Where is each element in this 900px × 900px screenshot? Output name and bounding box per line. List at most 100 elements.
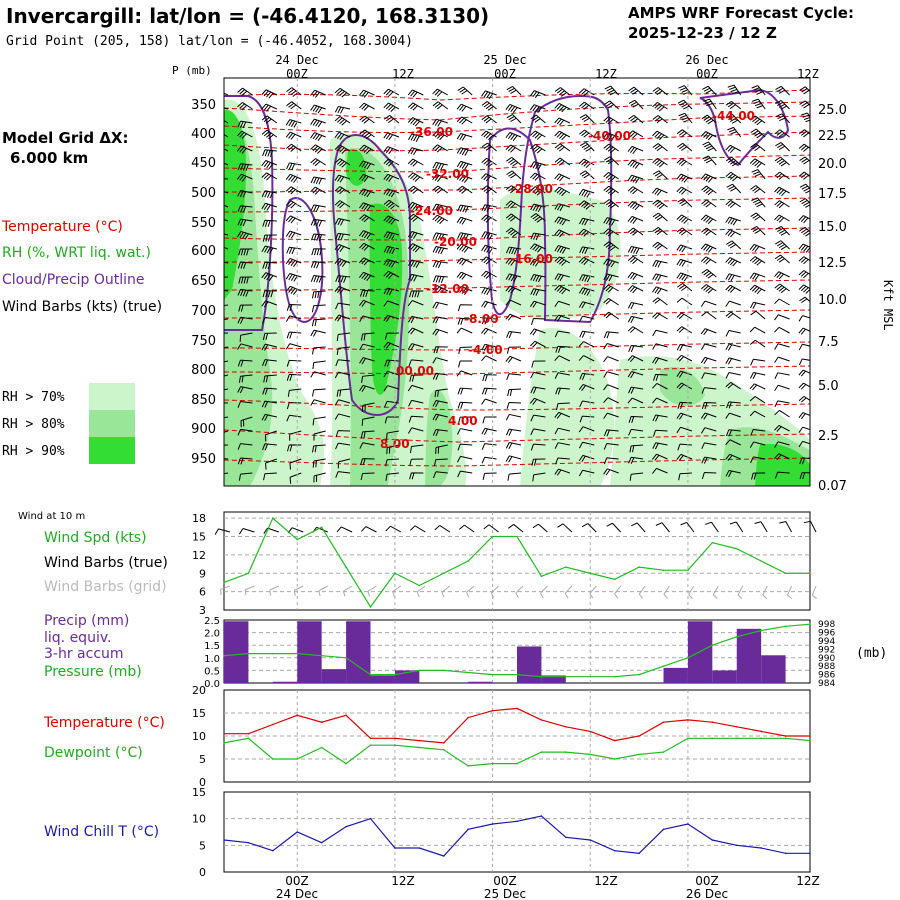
wind-chill-line-point	[418, 847, 421, 849]
wind-barb-grid	[564, 585, 573, 599]
pressure-tick-label: 998	[818, 620, 835, 630]
wind-barb	[261, 103, 278, 112]
wind-barb	[408, 133, 424, 142]
pressure-line-point	[442, 669, 445, 672]
wind-barb	[289, 472, 302, 484]
wind-barb	[579, 217, 595, 226]
grid-point-label: Grid Point (205, 158) lat/lon = (-46.405…	[6, 34, 413, 49]
wind-barb	[456, 455, 473, 463]
wind-barb	[407, 427, 424, 434]
wind-barb	[310, 204, 326, 212]
bottom-hour-label: 12Z	[391, 874, 415, 888]
wind-barb	[579, 372, 595, 381]
wind-barb	[700, 328, 717, 336]
wind-barb	[652, 227, 668, 236]
wind-barb	[727, 126, 742, 138]
wind-barb	[678, 112, 693, 124]
wind-barb	[749, 441, 766, 448]
wind-barb	[481, 115, 497, 124]
wind-barb	[407, 117, 424, 127]
wind-barb	[725, 343, 741, 351]
model-grid-value: 6.000 km	[10, 149, 88, 167]
wind-barb	[237, 163, 253, 171]
y-tick-label: 1.0	[204, 654, 220, 665]
wind-barb	[701, 199, 717, 208]
pressure-tick: 600	[191, 244, 216, 259]
pressure-line-point	[394, 673, 396, 676]
wind-barb	[286, 359, 302, 367]
wind-barb-true	[557, 523, 573, 533]
wind-barb	[359, 384, 375, 392]
y-tick-label: 3	[199, 604, 206, 617]
wind-barb-grid	[589, 585, 597, 599]
wind-barb	[262, 443, 277, 451]
wind-barb	[481, 355, 497, 362]
wind-barb	[457, 360, 473, 368]
wind-barb	[359, 202, 375, 212]
wind-barb	[383, 158, 400, 167]
wind-barb	[529, 328, 546, 336]
wind-barb	[749, 301, 766, 309]
wind-barb	[798, 243, 810, 253]
wind-barb	[310, 144, 326, 154]
wind-grid	[224, 512, 810, 610]
wind-barb	[627, 245, 644, 255]
wind-barb	[628, 386, 644, 394]
wind-speed-line-point	[369, 606, 372, 608]
wind-barb	[775, 240, 790, 251]
legend-rh: RH (%, WRT liq. wat.)	[2, 245, 151, 261]
wind-barb	[383, 173, 400, 182]
wind-barb	[555, 457, 570, 465]
wind-barb	[652, 273, 668, 282]
wind-chill-panel-frame	[223, 791, 811, 873]
wind-barb	[408, 185, 424, 194]
pressure-line-point	[418, 669, 421, 672]
wind-barb	[224, 472, 229, 475]
wind-barb	[529, 172, 546, 181]
wind-barb-grid	[269, 585, 280, 596]
pressure-line-point	[369, 673, 372, 676]
wind-barb	[556, 402, 570, 411]
wind-speed-line-point	[735, 547, 738, 550]
wind-barb	[506, 85, 522, 96]
wind-barb	[456, 147, 473, 156]
wind-barbs-grid-label: Wind Barbs (grid)	[44, 579, 167, 595]
wind-barb-grid	[220, 585, 231, 595]
bottom-hour-label: 00Z	[285, 874, 309, 888]
wind-chill-line-point	[491, 823, 494, 825]
wind-barb	[702, 85, 717, 96]
wind-barb	[385, 472, 399, 481]
wind-barb	[726, 183, 742, 194]
wind-barb	[774, 471, 790, 479]
wind-barb	[433, 458, 448, 467]
rh90-label: RH > 90%	[2, 444, 65, 459]
wind-barb	[407, 89, 424, 98]
wind-speed-line-point	[516, 535, 518, 538]
wind-barb	[289, 430, 302, 441]
wind-barb	[237, 218, 253, 227]
wind-barb	[410, 444, 424, 454]
rh80-swatch	[89, 410, 135, 437]
temperature-line-point	[369, 737, 372, 740]
wind-barb	[579, 400, 595, 408]
wind-barb	[774, 343, 790, 350]
wind-barb	[334, 371, 351, 379]
dewpoint-line-point	[589, 753, 592, 756]
wind-barb-true	[214, 528, 231, 535]
precip-bar	[468, 681, 493, 683]
wind-barb	[774, 356, 790, 363]
wind-barb-true	[581, 523, 597, 533]
wind-barb	[725, 144, 741, 154]
dewpoint-line-point	[491, 762, 494, 765]
station-title: Invercargill: lat/lon = (-46.4120, 168.3…	[6, 4, 489, 28]
wind-barb	[481, 300, 497, 308]
wind-barb	[383, 341, 400, 349]
wind-barb-grid	[787, 585, 793, 599]
y-tick-label: 0.0	[204, 679, 220, 690]
wind-barb	[310, 118, 326, 128]
wind-barb	[701, 343, 717, 350]
wind-barb	[286, 331, 302, 339]
wind-barb-true	[680, 521, 695, 533]
temperature-line-point	[809, 735, 811, 737]
wind-barb	[336, 388, 351, 397]
